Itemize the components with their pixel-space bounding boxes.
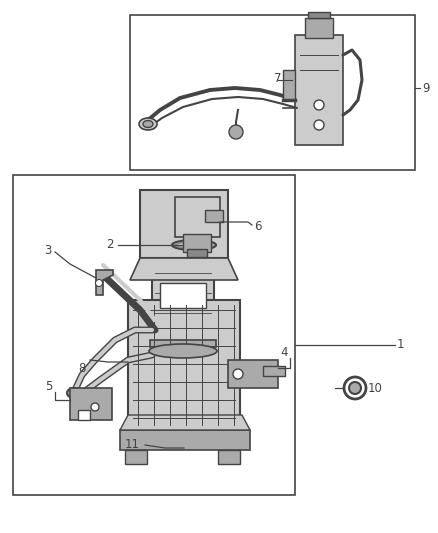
Bar — [283, 70, 295, 100]
Bar — [218, 450, 240, 464]
Bar — [263, 366, 285, 376]
Polygon shape — [130, 258, 238, 280]
Text: 6: 6 — [254, 221, 261, 233]
Circle shape — [229, 125, 243, 139]
Bar — [120, 430, 250, 450]
Polygon shape — [128, 430, 240, 442]
Ellipse shape — [176, 242, 212, 248]
Ellipse shape — [172, 240, 216, 250]
Ellipse shape — [139, 118, 157, 130]
Ellipse shape — [67, 388, 81, 398]
Text: 3: 3 — [45, 244, 52, 256]
Bar — [205, 210, 223, 222]
Bar — [228, 360, 278, 388]
Circle shape — [349, 382, 361, 394]
Text: 5: 5 — [45, 379, 52, 392]
Bar — [160, 283, 206, 308]
Bar — [125, 450, 147, 464]
Bar — [140, 190, 228, 258]
Text: 4: 4 — [280, 345, 288, 359]
Bar — [295, 35, 343, 145]
Circle shape — [314, 100, 324, 110]
Polygon shape — [120, 415, 250, 430]
Polygon shape — [96, 270, 113, 295]
Bar — [13, 175, 295, 495]
Bar — [130, 15, 415, 170]
Circle shape — [233, 369, 243, 379]
Bar — [150, 340, 216, 347]
Text: 9: 9 — [422, 82, 430, 94]
Ellipse shape — [149, 344, 217, 358]
Bar — [128, 300, 240, 430]
Text: 11: 11 — [125, 439, 140, 451]
Circle shape — [344, 377, 366, 399]
Circle shape — [314, 120, 324, 130]
Bar — [175, 197, 220, 237]
Bar — [305, 18, 333, 38]
Bar — [187, 249, 207, 257]
Circle shape — [95, 279, 102, 287]
Bar — [308, 12, 330, 18]
Text: 2: 2 — [106, 238, 114, 252]
Ellipse shape — [143, 120, 153, 127]
Text: 8: 8 — [79, 361, 86, 375]
Bar — [78, 410, 90, 420]
Text: 1: 1 — [397, 338, 405, 351]
Text: 7: 7 — [274, 71, 282, 85]
Bar — [70, 388, 112, 420]
Circle shape — [91, 403, 99, 411]
Text: 10: 10 — [368, 382, 383, 394]
Ellipse shape — [72, 393, 86, 403]
Bar — [183, 234, 211, 252]
Bar — [152, 258, 214, 343]
